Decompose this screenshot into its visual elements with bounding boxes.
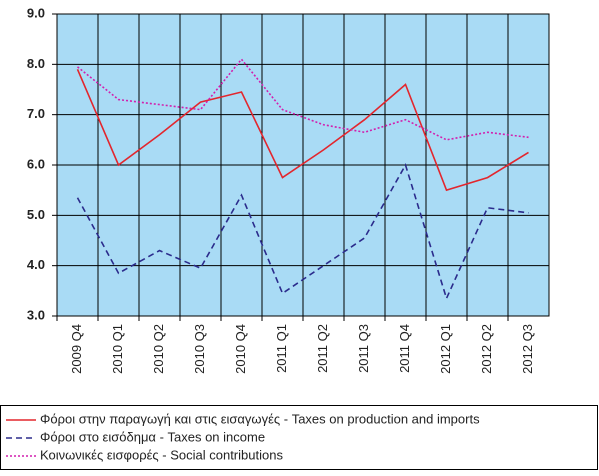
x-tick-label: 2012 Q3 — [520, 324, 535, 374]
legend-box — [0, 405, 598, 470]
series-line — [76, 162, 529, 301]
x-tick-label: 2012 Q1 — [438, 324, 453, 374]
x-tick-label: 2010 Q1 — [110, 324, 125, 374]
x-tick-label: 2010 Q4 — [233, 324, 248, 374]
y-tick-label: 9.0 — [27, 5, 45, 20]
x-tick-label: 2012 Q2 — [479, 324, 494, 374]
y-tick-label: 6.0 — [27, 156, 45, 171]
series-line — [76, 69, 529, 192]
series-line — [77, 58, 529, 141]
y-tick-label: 4.0 — [27, 257, 45, 272]
y-tick-label: 3.0 — [27, 307, 45, 322]
x-tick-label: 2011 Q2 — [315, 324, 330, 373]
x-tick-label: 2011 Q4 — [397, 324, 412, 373]
legend-label: Κοινωνικές εισφορές - Social contributio… — [40, 447, 283, 462]
x-tick-label: 2010 Q3 — [192, 324, 207, 374]
y-tick-label: 5.0 — [27, 207, 45, 222]
legend-label: Φόροι στο εισόδημα - Taxes on income — [40, 429, 265, 444]
x-tick-label: 2011 Q1 — [274, 324, 289, 373]
x-tick-label: 2011 Q3 — [356, 324, 371, 373]
y-tick-label: 8.0 — [27, 56, 45, 71]
x-tick-label: 2009 Q4 — [69, 324, 84, 374]
x-tick-label: 2010 Q2 — [151, 324, 166, 374]
legend-label: Φόροι στην παραγωγή και στις εισαγωγές -… — [40, 411, 480, 426]
y-tick-label: 7.0 — [27, 106, 45, 121]
